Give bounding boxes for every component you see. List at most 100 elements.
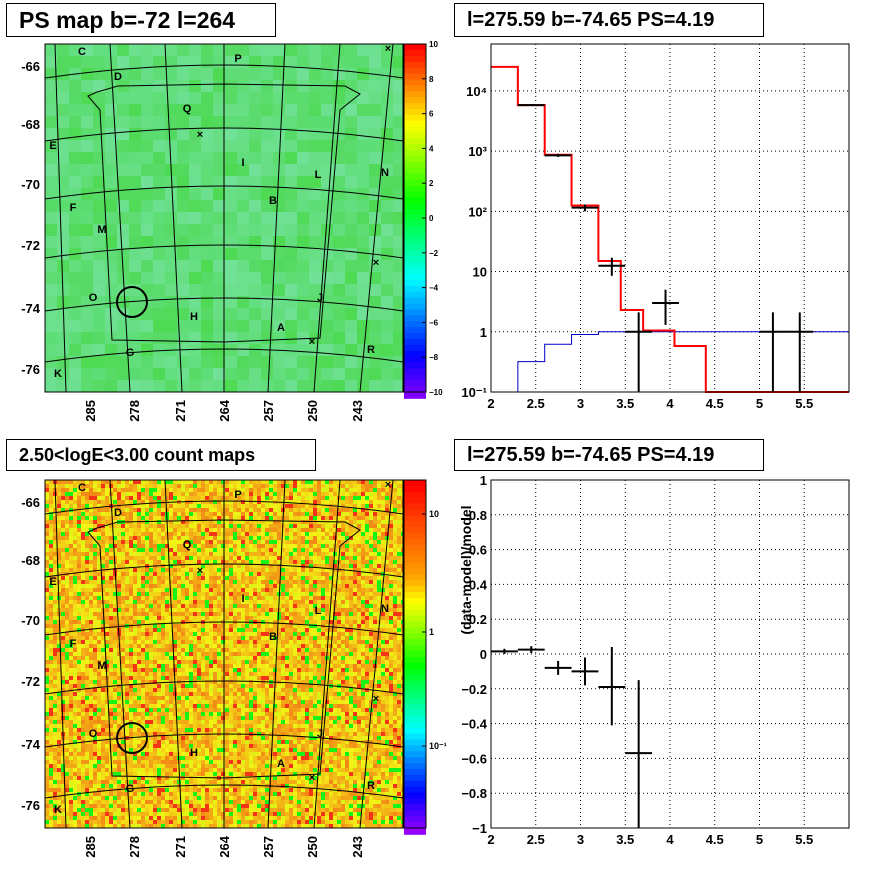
residual-xtick-label: 2 bbox=[487, 832, 494, 847]
residual-ytick-label: −1 bbox=[472, 821, 487, 836]
ps-map-colorbar-segment bbox=[404, 291, 426, 299]
count-map-ylabel: -68 bbox=[21, 553, 40, 568]
count-map-xlabel: 271 bbox=[173, 836, 188, 858]
count-map-colorbar-segment bbox=[404, 780, 426, 788]
ps-map-region-label-a: A bbox=[277, 322, 285, 334]
ps-map-colorbar-segment bbox=[404, 238, 426, 246]
ps-map-longitude-line bbox=[109, 43, 131, 393]
count-map-region-label-q: Q bbox=[183, 539, 192, 551]
count-map-colorbar-segment bbox=[404, 698, 426, 706]
ps-map-colorbar-segment bbox=[404, 44, 426, 51]
ps-map-title: PS map b=-72 l=264 bbox=[6, 3, 276, 37]
count-map-longitude-line bbox=[54, 479, 67, 829]
ps-map-colorbar-segment bbox=[404, 380, 426, 388]
ps-map-colorbar-segment bbox=[404, 132, 426, 140]
spectrum-xtick-label: 5 bbox=[756, 396, 763, 411]
count-map-colorbar-segment bbox=[404, 521, 426, 529]
ps-map-region-label-l: L bbox=[315, 169, 322, 181]
ps-map-x-marker: × bbox=[373, 257, 379, 269]
ps-map-colorbar-segment bbox=[404, 250, 426, 258]
ps-map-colorbar-segment bbox=[404, 179, 426, 187]
ps-map-colorbar-segment bbox=[404, 350, 426, 358]
ps-map-colorbar-segment bbox=[404, 191, 426, 199]
residual-ytick-label: 1 bbox=[480, 473, 487, 488]
residual-data-point-3 bbox=[571, 657, 599, 686]
ps-map-colorbar-label: −2 bbox=[429, 249, 439, 258]
count-map-colorbar-segment bbox=[404, 580, 426, 588]
ps-map-region-label-g: G bbox=[126, 347, 135, 359]
ps-map-colorbar-label: 6 bbox=[429, 110, 434, 119]
ps-map-colorbar-segment bbox=[404, 321, 426, 329]
ps-map-colorbar-segment bbox=[404, 268, 426, 275]
count-map-x-marker: × bbox=[309, 772, 315, 784]
ps-map-colorbar-segment bbox=[404, 126, 426, 134]
ps-map-colorbar-segment bbox=[404, 55, 426, 63]
ps-map-longitude-line bbox=[164, 43, 183, 393]
count-map-region-label-j: J bbox=[317, 728, 323, 740]
spectrum-plot-area bbox=[491, 44, 849, 392]
ps-map-colorbar-segment bbox=[404, 108, 426, 116]
count-map-colorbar-label: 10⁻¹ bbox=[429, 741, 447, 751]
count-map-colorbar-segment bbox=[404, 574, 426, 582]
residual-ylabel: (data-model)/model bbox=[458, 505, 474, 634]
ps-map-colorbar-segment bbox=[404, 309, 426, 317]
residual-xtick-label: 3.5 bbox=[616, 832, 634, 847]
residual-xtick-label: 4.5 bbox=[706, 832, 724, 847]
ps-map-region-label-n: N bbox=[381, 167, 389, 179]
count-map-region-label-e: E bbox=[49, 576, 56, 588]
ps-map-colorbar-segment bbox=[404, 362, 426, 370]
spectrum-xtick-label: 3 bbox=[577, 396, 584, 411]
count-map-longitude-line bbox=[267, 479, 286, 829]
residual-ytick-label: −0.2 bbox=[461, 682, 487, 697]
residual-ytick-label: −0.4 bbox=[461, 717, 487, 732]
ps-map-colorbar-segment bbox=[404, 85, 426, 93]
count-map-colorbar-segment bbox=[404, 774, 426, 782]
ps-map-colorbar-segment bbox=[404, 274, 426, 281]
spectrum-data-point-0 bbox=[517, 104, 545, 107]
spectrum-data-point-2 bbox=[571, 204, 599, 212]
ps-map-colorbar-segment bbox=[404, 215, 426, 222]
count-map-ylabel: -74 bbox=[21, 737, 41, 752]
count-map-colorbar-segment bbox=[404, 715, 426, 723]
ps-map-colorbar-segment bbox=[404, 120, 426, 128]
count-map-colorbar-segment bbox=[404, 763, 426, 770]
count-map-colorbar-segment bbox=[404, 480, 426, 487]
count-map-colorbar-segment bbox=[404, 739, 426, 747]
ps-map-ylabel: -70 bbox=[21, 177, 40, 192]
count-map-colorbar-segment bbox=[404, 603, 426, 611]
ps-map-colorbar-segment bbox=[404, 203, 426, 211]
ps-map-region-label-r: R bbox=[367, 344, 375, 356]
count-map-colorbar-segment bbox=[404, 556, 426, 564]
count-map-region-label-h: H bbox=[190, 747, 198, 759]
ps-map-region-label-m: M bbox=[97, 224, 106, 236]
ps-map-longitude-line bbox=[54, 43, 67, 393]
ps-map-region-label-k: K bbox=[54, 368, 62, 380]
ps-map-ylabel: -76 bbox=[21, 362, 40, 377]
spectrum-data-point-6 bbox=[759, 312, 787, 392]
count-map-region-label-k: K bbox=[54, 804, 62, 816]
count-map-colorbar-label: 10 bbox=[429, 509, 439, 519]
count-map-colorbar-segment bbox=[404, 633, 426, 641]
count-map-xlabel: 264 bbox=[217, 835, 232, 857]
count-map-colorbar-frame bbox=[403, 479, 427, 829]
count-map-colorbar-segment bbox=[404, 769, 426, 776]
spectrum-data-point-1 bbox=[544, 153, 572, 157]
ps-map-colorbar-segment bbox=[404, 220, 426, 228]
count-map-colorbar-segment bbox=[404, 668, 426, 676]
count-map-colorbar-segment bbox=[404, 786, 426, 794]
ps-map-colorbar-segment bbox=[404, 185, 426, 193]
ps-map-colorbar-segment bbox=[404, 209, 426, 216]
count-map-x-marker: × bbox=[197, 565, 203, 577]
count-map-xlabel: 278 bbox=[127, 836, 142, 858]
spectrum-xtick-label: 2 bbox=[487, 396, 494, 411]
count-map-region-label-f: F bbox=[70, 638, 77, 650]
ps-map-colorbar-label: 0 bbox=[429, 214, 434, 223]
ps-map-colorbar-segment bbox=[404, 279, 426, 287]
ps-map-colorbar-segment bbox=[404, 49, 426, 57]
residual-ytick-label: 0 bbox=[480, 647, 487, 662]
count-map-colorbar-segment bbox=[404, 562, 426, 570]
count-map-colorbar-segment bbox=[404, 792, 426, 800]
ps-map-ylabel: -68 bbox=[21, 117, 40, 132]
ps-map-xlabel: 271 bbox=[173, 400, 188, 422]
